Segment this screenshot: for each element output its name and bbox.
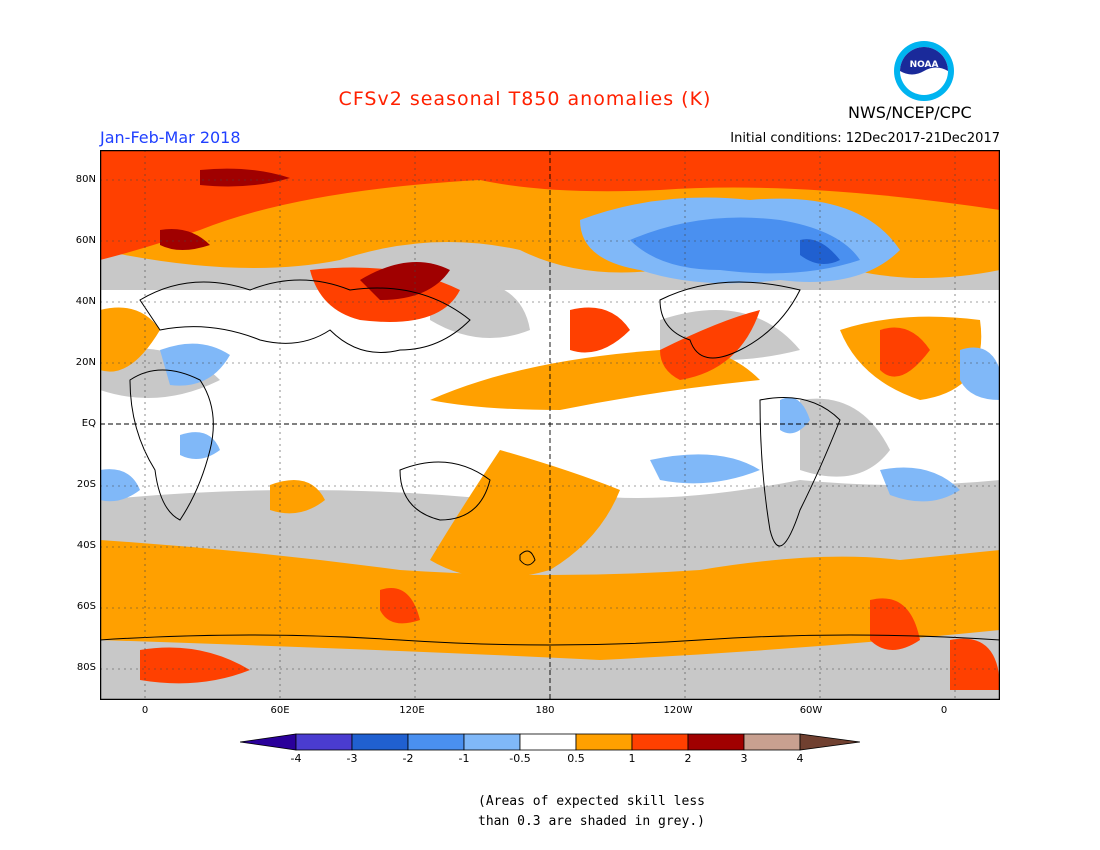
equator-dateline <box>100 150 1000 700</box>
lon-label: 0 <box>940 705 948 716</box>
lon-label: 120E <box>399 705 425 716</box>
very-warm-region <box>160 168 450 300</box>
colorbar-swatch <box>295 733 353 751</box>
svg-text:NOAA: NOAA <box>910 60 939 70</box>
lon-label: 60E <box>270 705 290 716</box>
color-scale-bar <box>240 733 860 751</box>
lon-label: 60W <box>799 705 823 716</box>
map-frame <box>100 150 1000 700</box>
lat-label: 60S <box>76 601 96 612</box>
forecast-period: Jan-Feb-Mar 2018 <box>100 128 241 147</box>
lat-label: 40N <box>75 296 96 307</box>
noaa-logo-icon: NOAA <box>894 41 954 101</box>
lat-label: 20N <box>75 357 96 368</box>
colorbar-label: -3 <box>346 752 358 765</box>
colorbar-label: 2 <box>684 752 692 765</box>
initial-conditions: Initial conditions: 12Dec2017-21Dec2017 <box>730 131 1000 146</box>
colorbar-label: 4 <box>796 752 804 765</box>
agency-label: NWS/NCEP/CPC <box>848 103 972 122</box>
colorbar-swatch <box>575 733 633 751</box>
colorbar-label: -2 <box>402 752 414 765</box>
colorbar-arrow-high <box>799 733 860 751</box>
colorbar-label: 1 <box>628 752 636 765</box>
lon-label: 0 <box>141 705 149 716</box>
colorbar-swatch <box>743 733 801 751</box>
colorbar-swatch <box>463 733 521 751</box>
lat-label: 80N <box>75 174 96 185</box>
colorbar-swatch <box>351 733 409 751</box>
lat-label: 80S <box>76 662 96 673</box>
chart-title: CFSv2 seasonal T850 anomalies (K) <box>338 88 712 110</box>
colorbar-label: -0.5 <box>509 752 531 765</box>
skill-note: (Areas of expected skill less than 0.3 a… <box>478 792 705 832</box>
colorbar-swatch <box>631 733 689 751</box>
skill-note-line: than 0.3 are shaded in grey.) <box>478 814 705 829</box>
anomaly-map <box>100 150 1000 700</box>
colorbar-label: -1 <box>458 752 470 765</box>
lat-label: 60N <box>75 235 96 246</box>
colorbar-swatch <box>407 733 465 751</box>
colorbar-label: -4 <box>290 752 302 765</box>
coastlines <box>100 279 1000 646</box>
lat-label: 40S <box>76 540 96 551</box>
lat-label: 20S <box>76 479 96 490</box>
colorbar-swatch <box>687 733 745 751</box>
lat-label: EQ <box>81 418 96 429</box>
strong-cool-region <box>630 217 860 274</box>
colorbar-label: 3 <box>740 752 748 765</box>
very-cool-region <box>800 239 840 264</box>
colorbar-swatch <box>519 733 577 751</box>
colorbar-arrow-low <box>240 733 297 751</box>
lon-label: 180 <box>535 705 555 716</box>
colorbar-label: 0.5 <box>567 752 585 765</box>
skill-note-line: (Areas of expected skill less <box>478 794 705 809</box>
lon-label: 120W <box>663 705 693 716</box>
